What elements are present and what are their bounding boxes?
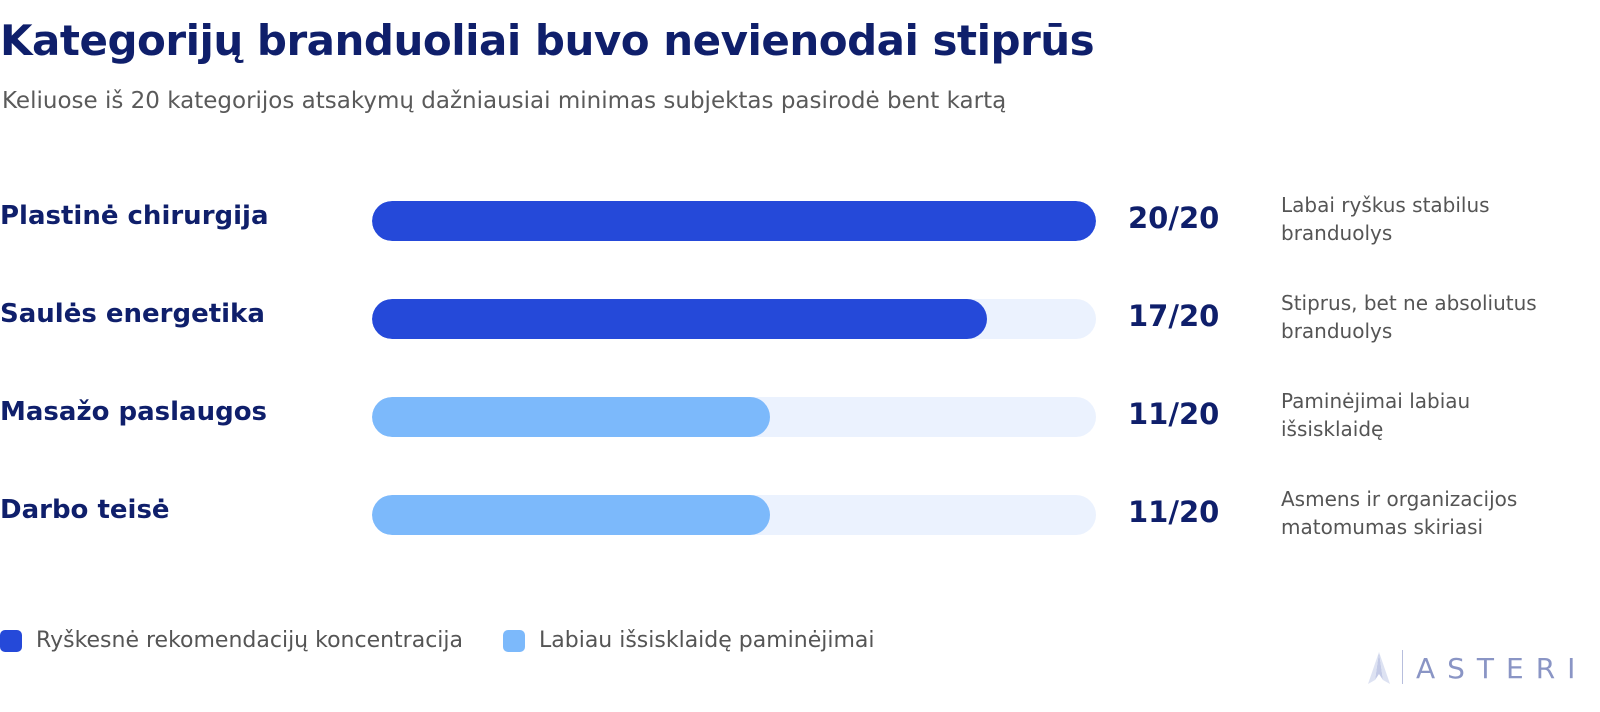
legend-label-dispersed: Labiau išsisklaidę paminėjimai <box>539 628 875 653</box>
value-label: 11/20 <box>1128 495 1220 529</box>
bar-track <box>372 201 1096 241</box>
star-spike-icon <box>1368 652 1390 684</box>
row-note: Stiprus, bet ne absoliutus branduolys <box>1281 291 1537 343</box>
bar-track <box>372 495 1096 535</box>
bar-track <box>372 397 1096 437</box>
bar-row: Masažo paslaugos 11/20 Paminėjimai labiau … <box>0 377 1600 457</box>
value-label: 20/20 <box>1128 201 1220 235</box>
brand-separator <box>1402 650 1403 684</box>
chart-subtitle: Keliuose iš 20 kategorijos atsakymų dažn… <box>2 88 1007 114</box>
bar-fill <box>372 397 771 437</box>
value-label: 11/20 <box>1128 397 1220 431</box>
legend-swatch-dispersed <box>503 630 525 652</box>
bar-fill <box>372 201 1096 241</box>
bar-track <box>372 299 1096 339</box>
chart-title: Kategorijų branduoliai buvo nevienodai s… <box>0 16 1095 65</box>
brand-name: ASTERI <box>1416 652 1588 685</box>
bar-fill <box>372 495 771 535</box>
category-label: Darbo teisė <box>0 495 170 525</box>
brand-logo: ASTERI <box>1364 650 1584 690</box>
bar-row: Plastinė chirurgija 20/20 Labai ryškus sta… <box>0 181 1600 261</box>
legend-swatch-strong <box>0 630 22 652</box>
bar-fill <box>372 299 988 339</box>
row-note: Paminėjimai labiau išsisklaidę <box>1281 389 1471 441</box>
category-label: Masažo paslaugos <box>0 397 268 427</box>
bar-row: Darbo teisė 11/20 Asmens ir organizacijos … <box>0 475 1600 555</box>
category-label: Plastinė chirurgija <box>0 201 269 231</box>
row-note: Asmens ir organizacijos matomumas skiria… <box>1281 487 1518 539</box>
value-label: 17/20 <box>1128 299 1220 333</box>
category-label: Saulės energetika <box>0 299 265 329</box>
legend-label-strong: Ryškesnė rekomendacijų koncentracija <box>36 628 464 653</box>
row-note: Labai ryškus stabilus branduolys <box>1281 193 1490 245</box>
bar-row: Saulės energetika 17/20 Stiprus, bet ne ab… <box>0 279 1600 359</box>
